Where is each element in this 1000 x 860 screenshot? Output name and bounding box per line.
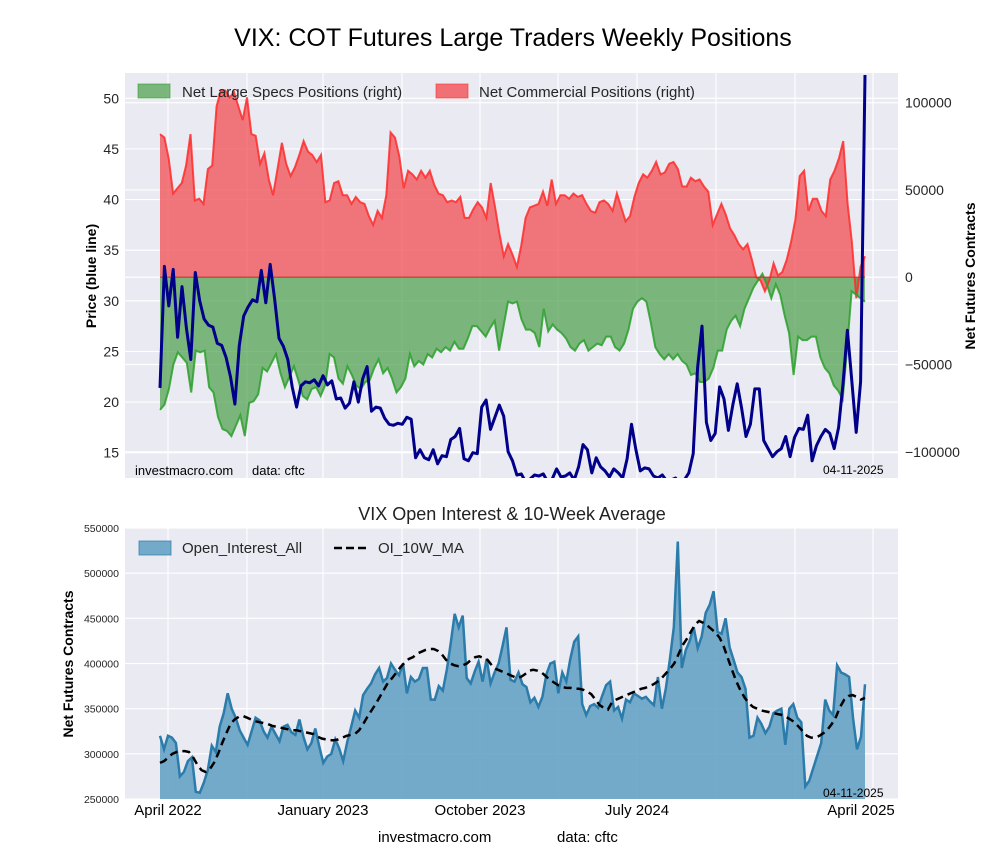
- top-right-ytick: 0: [905, 269, 913, 285]
- bottom-ytick: 350000: [84, 704, 119, 716]
- top-left-ytick: 25: [103, 343, 119, 359]
- legend-label-ma: OI_10W_MA: [378, 540, 464, 557]
- chart-title: VIX: COT Futures Large Traders Weekly Po…: [234, 24, 792, 52]
- oi-10w-ma-line: [159, 619, 866, 774]
- price-line: [158, 74, 867, 478]
- top-left-ytick: 20: [103, 394, 119, 410]
- top-right-ytick: 100000: [905, 95, 952, 111]
- top-left-ytick: 40: [103, 192, 119, 208]
- legend-label-commercial: Net Commercial Positions (right): [479, 84, 695, 101]
- bottom-xtick: April 2022: [134, 802, 202, 819]
- bottom-ytick: 400000: [84, 659, 119, 671]
- top-left-axis-label: Price (blue line): [83, 224, 99, 328]
- top-left-ytick: 45: [103, 141, 119, 157]
- bottom-xtick: October 2023: [435, 802, 526, 819]
- bottom-oi-area-group: [158, 541, 867, 799]
- top-right-ytick: 50000: [905, 182, 944, 198]
- bottom-xtick: April 2025: [827, 802, 895, 819]
- bottom-chart-title: VIX Open Interest & 10-Week Average: [358, 504, 666, 524]
- bottom-axis-label: Net Futures Contracts: [60, 590, 76, 737]
- top-right-axis-label: Net Futures Contracts: [962, 202, 978, 349]
- bottom-xtick: July 2024: [605, 802, 669, 819]
- large-specs-area: [160, 273, 865, 437]
- top-left-yticks: 15 20 25 30 35 40 45 50: [103, 90, 119, 460]
- top-legend: Net Large Specs Positions (right) Net Co…: [137, 83, 695, 101]
- open-interest-area: [160, 541, 865, 799]
- bottom-yticks: 250000 300000 350000 400000 450000 500000 5500…: [84, 523, 119, 806]
- footer-source: investmacro.com: [378, 829, 491, 846]
- bottom-ytick: 550000: [84, 523, 119, 535]
- commercial-line: [159, 89, 866, 299]
- top-right-yticks: −100000 −50000 0 50000 100000: [905, 95, 960, 460]
- top-price-line-group: [158, 74, 867, 478]
- large-specs-line: [159, 271, 866, 438]
- open-interest-line: [158, 541, 867, 795]
- bottom-ytick: 450000: [84, 613, 119, 625]
- legend-swatch-oi: [138, 540, 172, 556]
- bottom-date-note: 04-11-2025: [823, 786, 884, 800]
- legend-label-specs: Net Large Specs Positions (right): [182, 84, 402, 101]
- top-right-ytick: −50000: [905, 357, 952, 373]
- bottom-ytick: 500000: [84, 568, 119, 580]
- top-source-note: investmacro.com: [135, 463, 233, 478]
- bottom-xtick: January 2023: [278, 802, 369, 819]
- top-left-ytick: 35: [103, 242, 119, 258]
- top-left-ytick: 15: [103, 445, 119, 461]
- legend-label-oi: Open_Interest_All: [182, 540, 302, 557]
- top-left-ytick: 50: [103, 90, 119, 106]
- top-date-note: 04-11-2025: [823, 463, 884, 477]
- bottom-xticks: April 2022 January 2023 October 2023 July 2…: [134, 802, 895, 819]
- bottom-ytick: 250000: [84, 794, 119, 806]
- top-position-areas: [159, 89, 866, 438]
- commercial-area: [160, 90, 865, 299]
- bottom-ytick: 300000: [84, 749, 119, 761]
- top-left-ytick: 30: [103, 293, 119, 309]
- top-right-ytick: −100000: [905, 444, 960, 460]
- bottom-legend: Open_Interest_All OI_10W_MA: [138, 540, 464, 557]
- footer-data: data: cftc: [557, 829, 618, 846]
- legend-swatch-commercial: [435, 83, 469, 99]
- top-data-note: data: cftc: [252, 463, 305, 478]
- legend-swatch-specs: [137, 83, 171, 99]
